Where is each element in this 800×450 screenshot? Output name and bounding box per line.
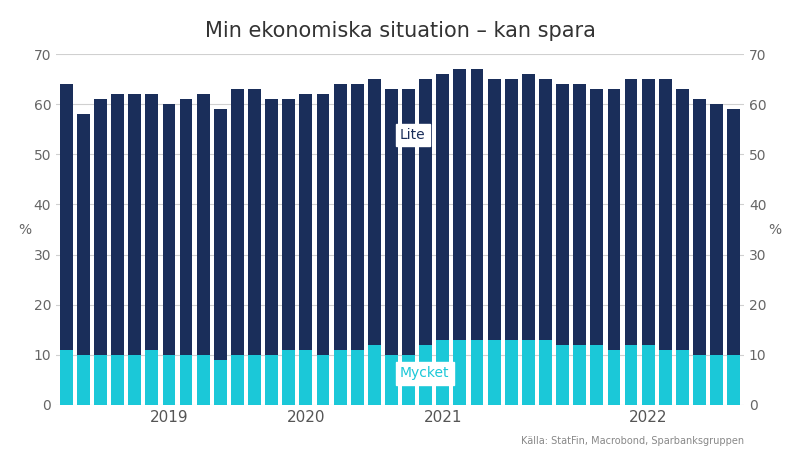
Bar	[454, 69, 466, 340]
Bar	[385, 89, 398, 355]
Bar	[488, 340, 501, 405]
Bar	[77, 114, 90, 355]
Bar	[556, 84, 569, 345]
Bar	[402, 89, 415, 355]
Bar	[642, 345, 654, 405]
Bar	[505, 340, 518, 405]
Bar	[94, 99, 107, 355]
Bar	[317, 94, 330, 355]
Bar	[334, 350, 346, 405]
Bar	[266, 99, 278, 355]
Text: Mycket: Mycket	[400, 366, 450, 380]
Bar	[436, 340, 450, 405]
Title: Min ekonomiska situation – kan spara: Min ekonomiska situation – kan spara	[205, 21, 595, 41]
Bar	[128, 94, 141, 355]
Bar	[162, 355, 175, 405]
Bar	[282, 99, 295, 350]
Bar	[710, 104, 723, 355]
Bar	[402, 355, 415, 405]
Bar	[693, 355, 706, 405]
Bar	[60, 84, 73, 350]
Bar	[111, 94, 124, 355]
Bar	[607, 350, 620, 405]
Bar	[317, 355, 330, 405]
Bar	[574, 84, 586, 345]
Bar	[299, 94, 312, 350]
Bar	[111, 355, 124, 405]
Bar	[368, 79, 381, 345]
Y-axis label: %: %	[768, 222, 782, 237]
Bar	[231, 89, 244, 355]
Bar	[574, 345, 586, 405]
Bar	[470, 69, 483, 340]
Bar	[607, 89, 620, 350]
Bar	[334, 84, 346, 350]
Bar	[128, 355, 141, 405]
Bar	[436, 74, 450, 340]
Bar	[419, 79, 432, 345]
Bar	[470, 340, 483, 405]
Bar	[197, 355, 210, 405]
Bar	[710, 355, 723, 405]
Bar	[146, 350, 158, 405]
Bar	[522, 74, 534, 340]
Bar	[146, 94, 158, 350]
Bar	[162, 104, 175, 355]
Bar	[299, 350, 312, 405]
Bar	[214, 360, 226, 405]
Y-axis label: %: %	[18, 222, 32, 237]
Bar	[368, 345, 381, 405]
Bar	[590, 89, 603, 345]
Bar	[197, 94, 210, 355]
Bar	[282, 350, 295, 405]
Bar	[625, 79, 638, 345]
Bar	[248, 355, 261, 405]
Bar	[488, 79, 501, 340]
Bar	[77, 355, 90, 405]
Bar	[248, 89, 261, 355]
Bar	[419, 345, 432, 405]
Bar	[180, 99, 193, 355]
Bar	[385, 355, 398, 405]
Bar	[539, 340, 552, 405]
Bar	[522, 340, 534, 405]
Bar	[231, 355, 244, 405]
Bar	[659, 350, 672, 405]
Bar	[505, 79, 518, 340]
Bar	[454, 340, 466, 405]
Bar	[350, 350, 364, 405]
Text: Lite: Lite	[400, 128, 426, 142]
Bar	[266, 355, 278, 405]
Bar	[659, 79, 672, 350]
Bar	[727, 355, 740, 405]
Bar	[727, 109, 740, 355]
Bar	[214, 109, 226, 360]
Bar	[693, 99, 706, 355]
Bar	[180, 355, 193, 405]
Bar	[676, 89, 689, 350]
Bar	[94, 355, 107, 405]
Bar	[625, 345, 638, 405]
Bar	[539, 79, 552, 340]
Bar	[556, 345, 569, 405]
Bar	[676, 350, 689, 405]
Text: Källa: StatFin, Macrobond, Sparbanksgruppen: Källa: StatFin, Macrobond, Sparbanksgrup…	[521, 436, 744, 446]
Bar	[642, 79, 654, 345]
Bar	[590, 345, 603, 405]
Bar	[60, 350, 73, 405]
Bar	[350, 84, 364, 350]
